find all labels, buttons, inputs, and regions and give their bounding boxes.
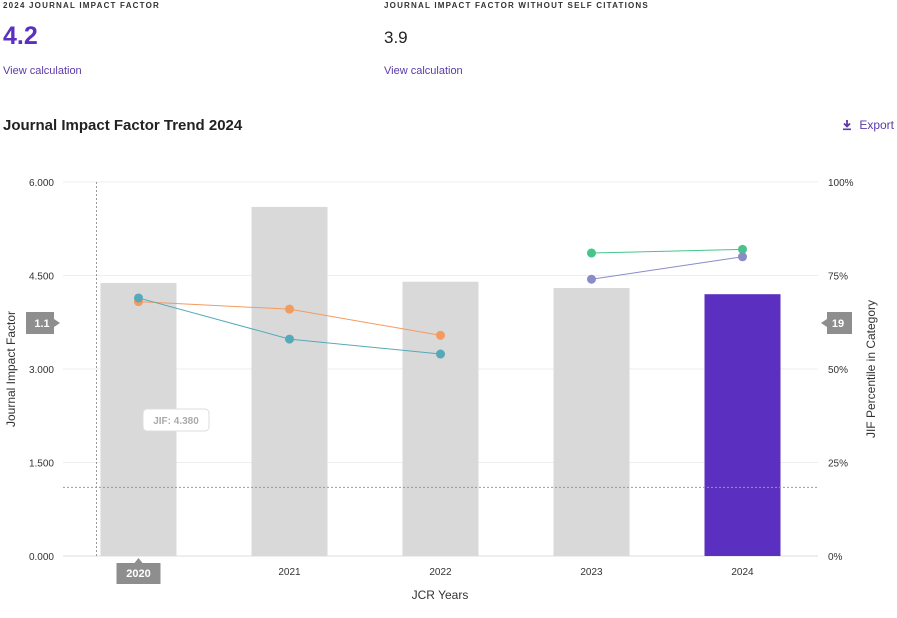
bar	[251, 206, 328, 556]
series-point	[285, 304, 294, 314]
chart-title: Journal Impact Factor Trend 2024	[3, 117, 243, 134]
crosshair-bottom-marker	[116, 558, 161, 584]
x-tick-label: 2022	[429, 567, 452, 578]
jif-value: 4.2	[3, 22, 38, 50]
jif-view-calculation-link[interactable]: View calculation	[3, 65, 82, 77]
y2-tick-label: 0%	[828, 552, 843, 563]
crosshair-left-label: 1.1	[34, 318, 49, 330]
y-tick-label: 4.500	[29, 272, 54, 283]
crosshair-bottom-label: 2020	[126, 568, 150, 580]
crosshair-right-marker	[821, 312, 852, 334]
export-button[interactable]: Export	[841, 118, 894, 132]
y-tick-label: 6.000	[29, 178, 54, 189]
series-point	[587, 248, 596, 258]
jif-label: 2024 JOURNAL IMPACT FACTOR	[3, 1, 161, 10]
download-icon	[843, 120, 852, 131]
series-point	[285, 334, 294, 344]
series-point	[587, 274, 596, 284]
jif-noself-label: JOURNAL IMPACT FACTOR WITHOUT SELF CITAT…	[384, 1, 649, 10]
y2-tick-label: 25%	[828, 459, 848, 470]
bar	[553, 287, 630, 556]
jif-noself-value: 3.9	[384, 28, 408, 47]
x-tick-label: 2023	[580, 567, 603, 578]
y-axis-title: Journal Impact Factor	[4, 311, 18, 427]
series-point	[738, 252, 747, 262]
y-tick-label: 1.500	[29, 459, 54, 470]
series-line	[591, 256, 743, 280]
series-line	[591, 248, 743, 254]
jif-noself-view-calculation-link[interactable]: View calculation	[384, 65, 463, 77]
series-point	[436, 330, 445, 340]
x-tick-label: 2024	[731, 567, 754, 578]
series-point	[738, 244, 747, 254]
y2-axis-title: JIF Percentile in Category	[864, 300, 878, 438]
y-tick-label: 0.000	[29, 552, 54, 563]
bar	[402, 281, 479, 556]
y2-tick-label: 75%	[828, 272, 848, 283]
y2-tick-label: 50%	[828, 365, 848, 376]
crosshair-right-label: 19	[832, 318, 844, 330]
x-axis-title: JCR Years	[412, 588, 469, 602]
series-point	[436, 349, 445, 359]
x-tick-label: 2021	[278, 567, 301, 578]
y-tick-label: 3.000	[29, 365, 54, 376]
tooltip-box	[142, 408, 210, 432]
export-label: Export	[859, 118, 894, 132]
crosshair-left-marker	[26, 312, 60, 334]
series-point	[134, 293, 143, 303]
bar	[704, 294, 781, 556]
y2-tick-label: 100%	[828, 178, 854, 189]
tooltip-text: JIF: 4.380	[153, 416, 199, 427]
